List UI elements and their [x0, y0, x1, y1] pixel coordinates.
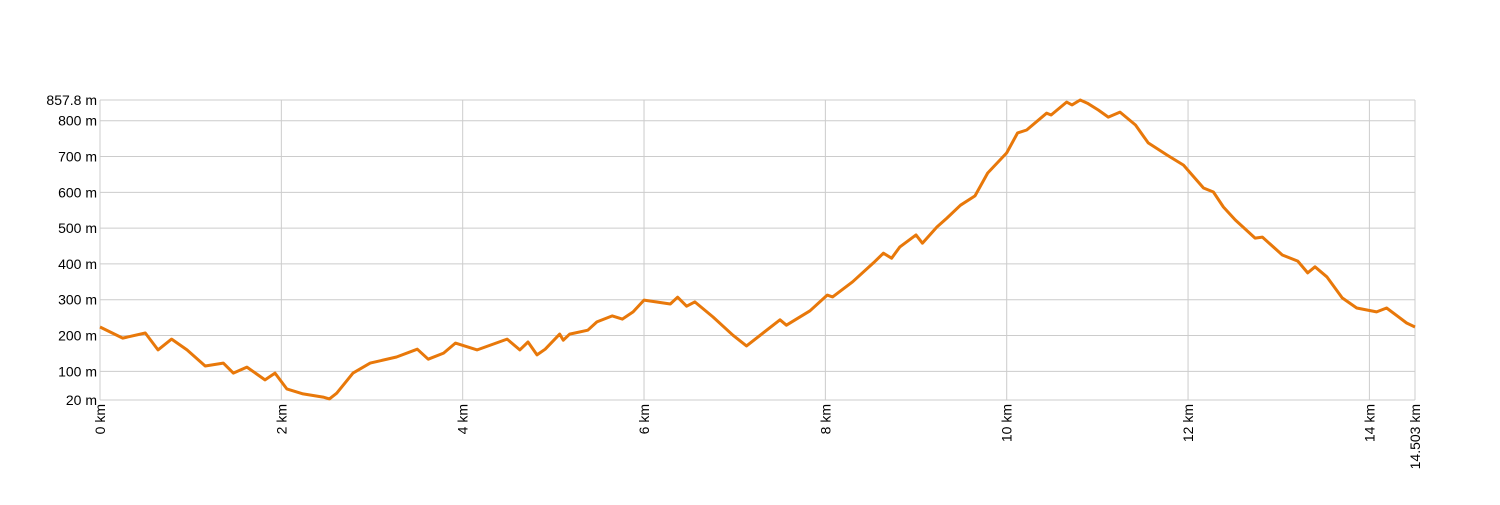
x-tick-label: 14 km — [1361, 404, 1377, 442]
x-tick-label: 2 km — [273, 404, 289, 434]
y-tick-label: 857.8 m — [46, 92, 97, 108]
x-tick-label: 4 km — [455, 404, 471, 434]
x-axis-labels: 0 km 2 km 4 km 6 km 8 km 10 km 12 km 14 km 14.50… — [92, 404, 1423, 469]
y-tick-label: 500 m — [58, 220, 97, 236]
x-tick-label: 14.503 km — [1407, 404, 1423, 469]
y-tick-label: 100 m — [58, 363, 97, 379]
x-tick-label: 12 km — [1180, 404, 1196, 442]
y-tick-label: 20 m — [66, 392, 97, 408]
x-tick-label: 8 km — [817, 404, 833, 434]
x-tick-label: 6 km — [636, 404, 652, 434]
y-tick-label: 400 m — [58, 256, 97, 272]
x-tick-label: 0 km — [92, 404, 108, 434]
y-tick-label: 300 m — [58, 292, 97, 308]
y-tick-label: 800 m — [58, 113, 97, 129]
y-tick-label: 200 m — [58, 328, 97, 344]
x-tick-label: 10 km — [999, 404, 1015, 442]
y-axis-labels: 20 m 100 m 200 m 300 m 400 m 500 m 600 m 700 m 8… — [46, 92, 97, 408]
grid — [99, 99, 1416, 401]
elevation-line — [99, 98, 1416, 401]
y-tick-label: 600 m — [58, 184, 97, 200]
y-tick-label: 700 m — [58, 149, 97, 165]
